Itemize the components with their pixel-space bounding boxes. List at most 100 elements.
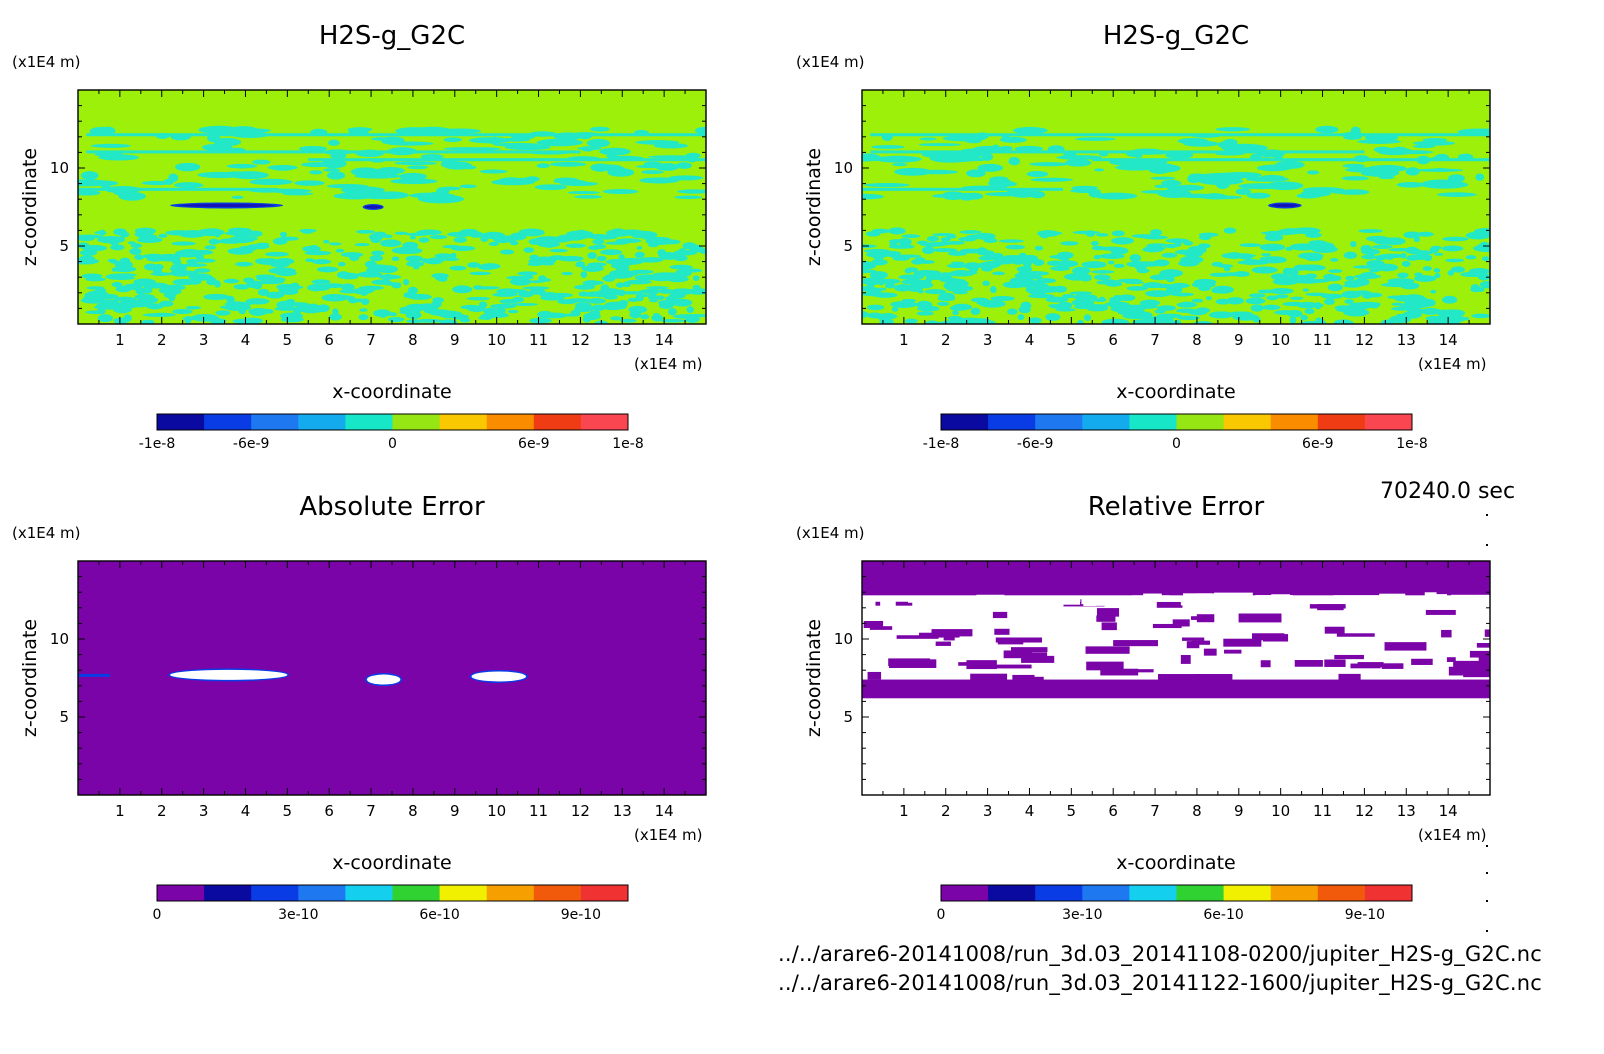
field-cell: [1110, 305, 1134, 313]
field-cell: [1358, 229, 1383, 233]
field-cell: [926, 235, 939, 242]
rel-cell: [919, 632, 960, 638]
x-tick-label: 5: [1067, 331, 1077, 349]
field-cell: [245, 298, 270, 305]
x-tick-label: 6: [1108, 802, 1118, 820]
colorbar-tick-label: 3e-10: [1062, 907, 1102, 923]
field-cell: [549, 161, 587, 167]
field-cell: [876, 287, 887, 291]
field-cell: [311, 279, 331, 285]
field-cell: [610, 316, 622, 321]
field-cell: [668, 308, 677, 316]
field-cell: [1304, 273, 1318, 279]
x-tick-label: 12: [1355, 802, 1374, 820]
field-cell: [574, 284, 595, 290]
field-cell: [1414, 275, 1437, 282]
rel-cell: [1338, 673, 1361, 682]
x-tick-label: 3: [199, 331, 209, 349]
field-cell: [523, 275, 534, 279]
field-cell: [395, 127, 436, 136]
field-cell: [243, 277, 255, 283]
chart-title: H2S-g_G2C: [1103, 21, 1249, 51]
field-cell: [628, 305, 648, 314]
field-cell: [1104, 301, 1130, 307]
x-tick-label: 9: [1234, 802, 1244, 820]
field-cell: [78, 242, 90, 249]
field-cell: [582, 316, 592, 323]
field-cell: [453, 237, 467, 243]
dark-streak-core: [1270, 203, 1299, 208]
rel-cell: [912, 599, 944, 607]
field-cell: [304, 250, 332, 256]
field-cell: [1090, 270, 1115, 274]
field-cell: [478, 301, 488, 309]
field-cell: [629, 269, 654, 274]
field-cell: [428, 309, 450, 316]
field-cell: [299, 228, 317, 233]
field-cell: [952, 310, 959, 316]
field-cell: [265, 308, 274, 314]
field-cell: [1039, 232, 1049, 239]
field-cell: [206, 277, 218, 286]
field-cell: [1014, 145, 1044, 152]
colorbar-tick-label: 6e-9: [1302, 436, 1333, 452]
field-cell: [1047, 260, 1065, 266]
field-cell: [875, 155, 922, 163]
field-cell: [932, 248, 958, 253]
field-cell: [1346, 320, 1354, 324]
colorbar-bin: [251, 885, 299, 901]
field-cell: [1239, 243, 1262, 248]
field-cell: [1269, 287, 1294, 295]
field-cell: [647, 242, 659, 248]
field-cell: [1111, 237, 1135, 245]
field-cell: [634, 274, 660, 281]
rel-cell: [1451, 594, 1490, 603]
dark-streak-core: [364, 205, 382, 209]
field-cell: [1045, 313, 1061, 322]
rel-cell: [1384, 642, 1427, 651]
field-cell: [1156, 313, 1183, 319]
field-cell: [669, 292, 686, 299]
field-cell: [1257, 289, 1270, 294]
field-cell: [186, 259, 199, 264]
field-cell: [1148, 165, 1171, 174]
field-cell: [1366, 292, 1383, 298]
field-cell: [914, 169, 959, 175]
field-cell: [1354, 290, 1370, 294]
rel-cell: [1180, 599, 1215, 606]
rel-cell: [875, 601, 920, 606]
field-cell: [545, 239, 570, 243]
field-streak: [870, 133, 1490, 137]
field-cell: [383, 282, 402, 286]
field-cell: [1479, 280, 1490, 289]
x-tick-label: 3: [983, 331, 993, 349]
field-cell: [434, 253, 453, 259]
field-cell: [323, 168, 341, 172]
field-cell: [1199, 235, 1212, 241]
x-tick-label: 10: [487, 802, 506, 820]
field-cell: [354, 243, 370, 247]
x-tick-label: 5: [283, 802, 293, 820]
field-cell: [78, 258, 100, 265]
field-cell: [386, 141, 434, 146]
field-cell: [1136, 268, 1150, 274]
field-cell: [332, 308, 339, 316]
field-cell: [1239, 312, 1253, 319]
y-unit-label: (x1E4 m): [12, 524, 81, 542]
dot-marker: [1486, 514, 1488, 516]
colorbar-tick-label: 0: [1172, 436, 1181, 452]
field-cell: [459, 184, 477, 189]
field-cell: [587, 262, 607, 267]
field-cell: [918, 281, 934, 289]
field-cell: [1165, 152, 1194, 159]
x-tick-label: 8: [408, 331, 418, 349]
field-cell: [580, 271, 588, 279]
field-cell: [1431, 168, 1450, 172]
field-cell: [976, 247, 988, 256]
dark-streak-core: [179, 203, 274, 208]
x-tick-label: 1: [899, 802, 909, 820]
field-cell: [410, 235, 417, 240]
x-tick-label: 6: [324, 802, 334, 820]
field-cell: [695, 126, 706, 135]
field-cell: [636, 246, 643, 250]
